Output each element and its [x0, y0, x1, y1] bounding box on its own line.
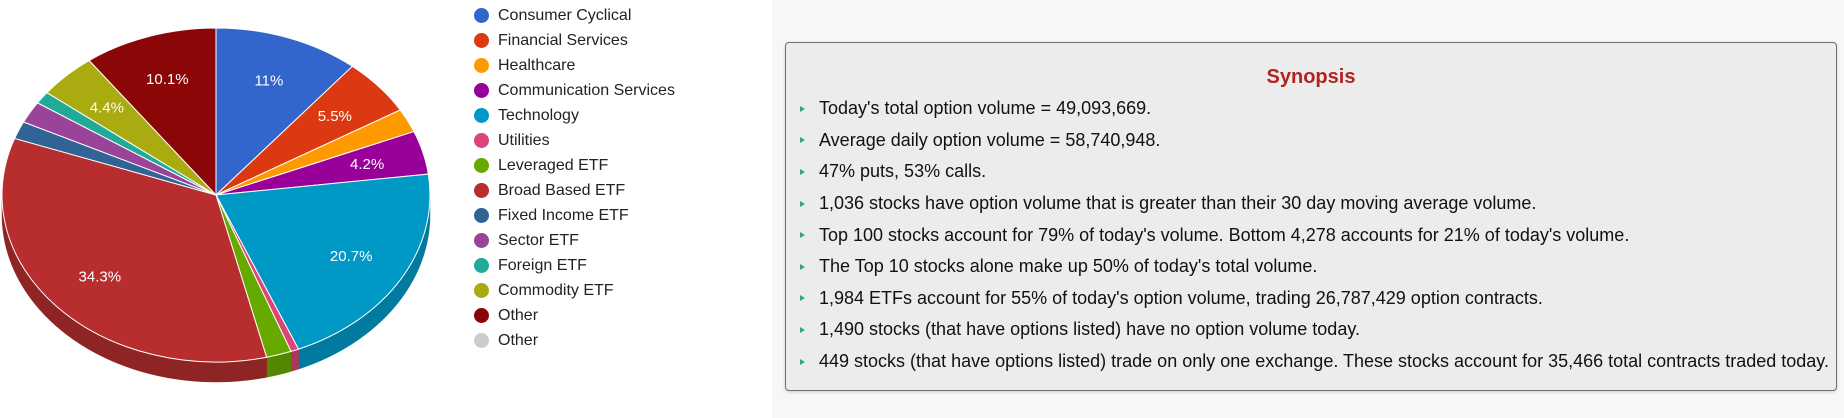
legend-entry[interactable]: Financial Services — [474, 28, 675, 53]
legend-label: Fixed Income ETF — [498, 206, 629, 224]
legend-swatch — [474, 208, 489, 223]
pie-labels: 11% 5.5% 4.2% 20.7% 34.3% 4.4% 10.1% — [79, 71, 385, 285]
legend-label: Consumer Cyclical — [498, 6, 632, 24]
legend-entry[interactable]: Other — [474, 328, 675, 353]
legend-label: Broad Based ETF — [498, 181, 626, 199]
bullet-icon — [800, 326, 805, 333]
legend-swatch — [474, 333, 489, 348]
synopsis-item: The Top 10 stocks alone make up 50% of t… — [800, 251, 1836, 283]
legend-swatch — [474, 258, 489, 273]
slice-data-label: 5.5% — [318, 108, 352, 125]
legend-label: Leveraged ETF — [498, 156, 609, 174]
synopsis-item: 449 stocks (that have options listed) tr… — [800, 346, 1836, 378]
legend-swatch — [474, 283, 489, 298]
legend-swatch — [474, 58, 489, 73]
legend-entry[interactable]: Broad Based ETF — [474, 178, 675, 203]
legend-entry[interactable]: Technology — [474, 103, 675, 128]
synopsis-item: 1,036 stocks have option volume that is … — [800, 188, 1836, 220]
legend-label: Commodity ETF — [498, 281, 614, 299]
synopsis-item-text: Today's total option volume = 49,093,669… — [819, 98, 1152, 119]
synopsis-title: Synopsis — [1266, 66, 1356, 88]
pie-chart: 11% 5.5% 4.2% 20.7% 34.3% 4.4% 10.1% — [1, 27, 431, 383]
legend-entry[interactable]: Healthcare — [474, 53, 675, 78]
legend-label: Foreign ETF — [498, 256, 587, 274]
bullet-icon — [800, 232, 805, 239]
pie-slices — [1, 27, 431, 363]
legend-entry[interactable]: Communication Services — [474, 78, 675, 103]
synopsis-item: Top 100 stocks account for 79% of today'… — [800, 219, 1836, 251]
slice-data-label: 4.4% — [90, 100, 124, 117]
legend-label: Other — [498, 331, 539, 349]
legend-swatch — [474, 183, 489, 198]
legend-swatch — [474, 233, 489, 248]
slice-data-label: 11% — [254, 72, 283, 89]
pie-slice[interactable] — [215, 27, 354, 197]
legend-swatch — [474, 158, 489, 173]
legend-label: Technology — [498, 106, 579, 124]
legend-entry[interactable]: Utilities — [474, 128, 675, 153]
legend-label: Communication Services — [498, 81, 675, 99]
bullet-icon — [800, 137, 805, 144]
slice-data-label: 34.3% — [79, 269, 122, 286]
legend-label: Financial Services — [498, 31, 628, 49]
slice-data-label: 20.7% — [330, 248, 373, 265]
bullet-icon — [800, 295, 805, 302]
legend-entry[interactable]: Fixed Income ETF — [474, 203, 675, 228]
synopsis-item: Average daily option volume = 58,740,948… — [800, 125, 1836, 157]
legend-entry[interactable]: Sector ETF — [474, 228, 675, 253]
legend-entry[interactable]: Leveraged ETF — [474, 153, 675, 178]
legend-entry[interactable]: Consumer Cyclical — [474, 3, 675, 28]
pie-slice[interactable] — [1, 137, 268, 363]
synopsis-item-text: 1,490 stocks (that have options listed) … — [819, 319, 1360, 340]
synopsis-item-text: 1,036 stocks have option volume that is … — [819, 193, 1537, 214]
pie-slice[interactable] — [88, 27, 217, 197]
legend-label: Other — [498, 306, 539, 324]
synopsis-box: Synopsis Today's total option volume = 4… — [785, 42, 1837, 391]
chart-panel: 11% 5.5% 4.2% 20.7% 34.3% 4.4% 10.1% Consumer … — [0, 0, 772, 418]
slice-data-label: 10.1% — [146, 71, 189, 88]
legend-label: Healthcare — [498, 56, 576, 74]
synopsis-item: 1,984 ETFs account for 55% of today's op… — [800, 283, 1836, 315]
bullet-icon — [800, 263, 805, 270]
synopsis-item-text: 449 stocks (that have options listed) tr… — [819, 351, 1829, 372]
synopsis-item-text: 47% puts, 53% calls. — [819, 161, 987, 182]
synopsis-item-text: 1,984 ETFs account for 55% of today's op… — [819, 287, 1543, 308]
legend-swatch — [474, 108, 489, 123]
legend-entry[interactable]: Commodity ETF — [474, 278, 675, 303]
legend-label: Sector ETF — [498, 231, 579, 249]
synopsis-item: Today's total option volume = 49,093,669… — [800, 93, 1836, 125]
synopsis-item-text: Top 100 stocks account for 79% of today'… — [819, 224, 1630, 245]
legend-swatch — [474, 133, 489, 148]
synopsis-item: 47% puts, 53% calls. — [800, 156, 1836, 188]
synopsis-list: Today's total option volume = 49,093,669… — [786, 93, 1836, 377]
legend-entry[interactable]: Other — [474, 303, 675, 328]
synopsis-item-text: Average daily option volume = 58,740,948… — [819, 129, 1161, 150]
synopsis-item-text: The Top 10 stocks alone make up 50% of t… — [819, 256, 1318, 277]
legend-swatch — [474, 83, 489, 98]
pie-side-wall — [290, 348, 299, 372]
bullet-icon — [800, 200, 805, 207]
synopsis-item: 1,490 stocks (that have options listed) … — [800, 314, 1836, 346]
legend-swatch — [474, 308, 489, 323]
legend-entry[interactable]: Foreign ETF — [474, 253, 675, 278]
bullet-icon — [800, 168, 805, 175]
slice-data-label: 4.2% — [350, 156, 384, 173]
legend-swatch — [474, 33, 489, 48]
pie-slice[interactable] — [215, 173, 431, 350]
legend-label: Utilities — [498, 131, 550, 149]
bullet-icon — [800, 105, 805, 112]
bullet-icon — [800, 358, 805, 365]
chart-legend: Consumer Cyclical Financial Services Healt… — [474, 3, 675, 353]
legend-swatch — [474, 8, 489, 23]
